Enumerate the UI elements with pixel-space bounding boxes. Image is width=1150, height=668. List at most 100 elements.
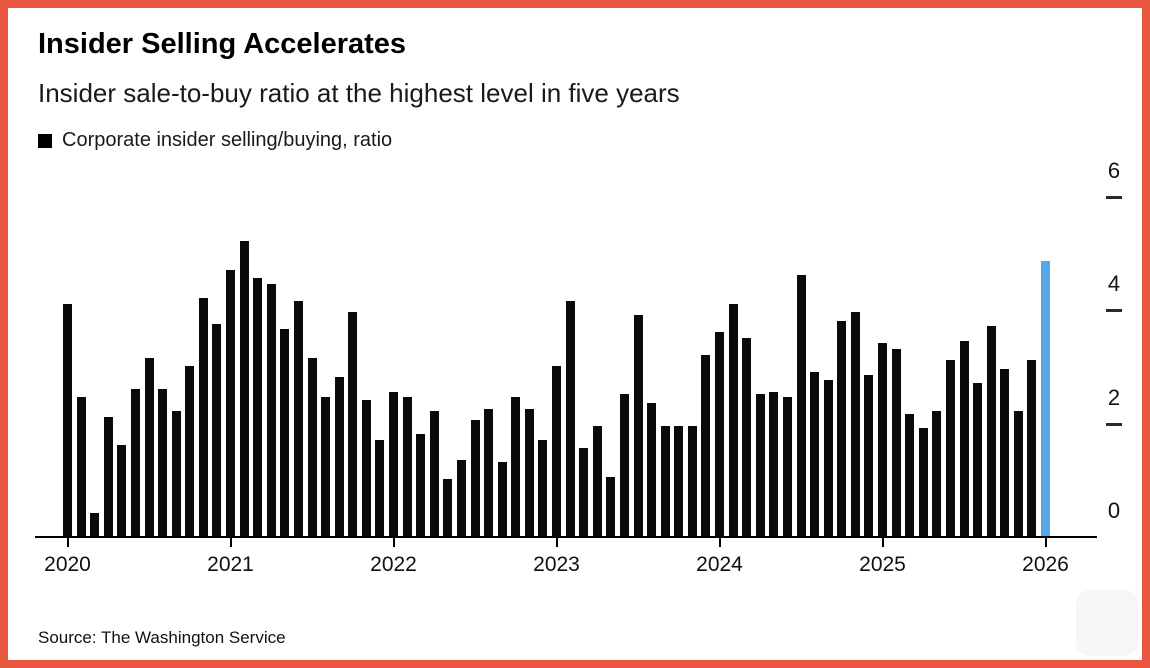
bar [402,397,412,536]
bar [171,411,181,536]
bar [144,357,154,536]
bar [293,300,303,536]
legend-swatch-icon [38,133,52,148]
bar [715,332,724,536]
bar [782,397,792,536]
bar [429,411,439,536]
bar [701,354,711,536]
bar [334,377,344,536]
bar [755,394,765,536]
highlight-bar [1041,261,1050,536]
bar [497,462,507,536]
bar [579,448,589,536]
bar [905,414,915,536]
bar [63,303,72,536]
bar [226,269,235,536]
bar [130,388,140,536]
bar [932,411,942,536]
bar [538,439,548,536]
x-tick [555,538,558,547]
x-tick-label: 2021 [207,553,254,576]
bar [321,397,331,536]
bar [864,374,874,536]
bar [470,419,480,536]
bar [375,439,385,536]
bar [606,476,616,536]
bar [253,278,263,536]
bar [1027,360,1037,536]
bar [185,366,195,536]
x-tick-label: 2020 [44,553,91,576]
bar [198,298,208,536]
bar [565,300,575,536]
bar [891,349,901,536]
bar [416,434,426,536]
bar [1013,411,1023,536]
legend: Corporate insider selling/buying, ratio [38,129,392,152]
y-tick-label: 6 [1107,158,1121,183]
bars-container [63,196,1050,536]
x-axis-line [35,536,1097,538]
x-tick [718,538,721,547]
y-tick [1106,309,1122,313]
bar [986,326,996,536]
bar-chart: 2020 2021 2022 2023 2024 2025 2026 0 2 4 6 [8,8,1142,660]
bar [918,428,928,536]
x-tick-label: 2022 [370,553,417,576]
y-tick-label: 2 [1107,384,1121,410]
source-note: Source: The Washington Service [38,628,286,647]
bar [76,397,86,536]
x-tick-label: 2024 [696,553,743,576]
x-tick-label: 2026 [1022,553,1069,576]
bar [647,402,657,536]
bar [456,459,466,536]
bar [674,425,684,536]
bar [687,425,697,536]
bar [361,400,371,536]
bar [307,357,317,536]
bar [728,303,738,536]
x-tick [229,538,232,547]
bar [103,417,113,536]
y-tick-label: 4 [1107,271,1121,297]
x-tick [392,538,395,547]
bar [511,397,521,536]
bar [524,408,534,536]
bar [769,391,779,536]
bar [484,408,494,536]
bar [945,360,955,536]
bar [212,323,222,536]
bar [117,445,127,536]
bar [878,343,887,536]
chart-subtitle: Insider sale-to-buy ratio at the highest… [38,78,680,108]
bar [850,312,860,536]
bar [973,383,983,536]
x-tick [66,538,69,547]
bar [796,275,806,536]
bar [660,425,670,536]
bar [266,283,276,536]
bar [158,388,168,536]
x-tick-label: 2023 [533,553,580,576]
bar [823,380,833,536]
bar [348,312,358,536]
bar [1000,368,1010,536]
bar [619,394,629,536]
bar [810,371,820,536]
y-tick [1106,422,1122,426]
bar [552,366,561,536]
y-tick [1106,196,1122,199]
bar [837,320,847,536]
watermark [1076,590,1138,656]
page-title: Insider Selling Accelerates [38,28,407,60]
bar [959,340,969,536]
y-tick-label: 0 [1107,498,1121,523]
bar [592,425,602,536]
bar [239,241,249,536]
bar [443,479,453,536]
bar [742,337,752,536]
bar [389,391,398,536]
legend-label: Corporate insider selling/buying, ratio [62,129,393,151]
bar [633,315,643,536]
